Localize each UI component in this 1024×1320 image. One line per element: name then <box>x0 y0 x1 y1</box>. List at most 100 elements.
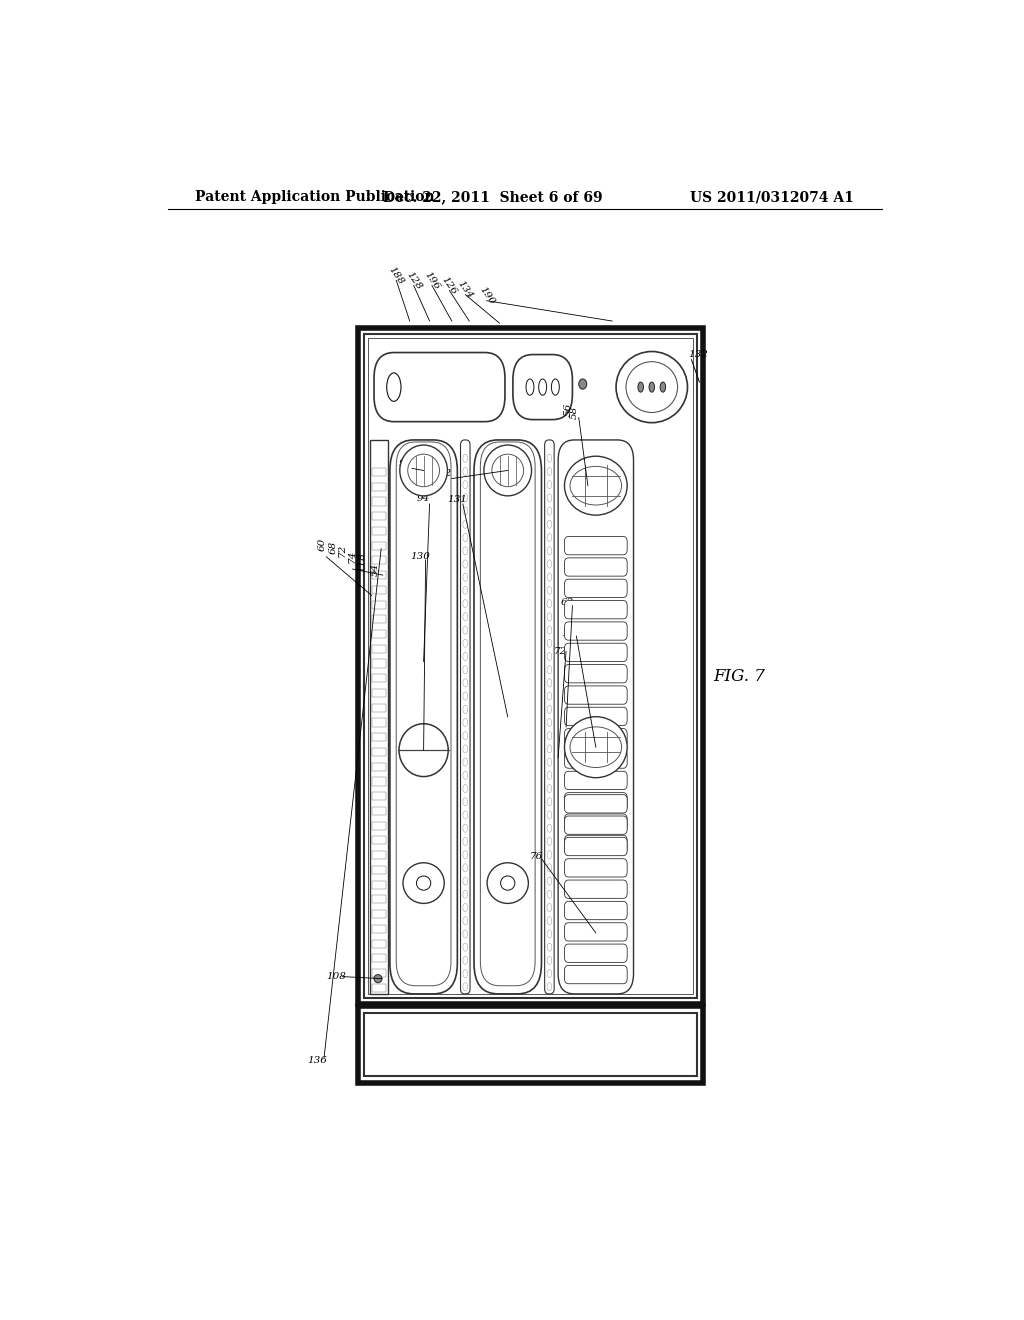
Ellipse shape <box>463 758 468 766</box>
Bar <box>372 925 386 933</box>
FancyBboxPatch shape <box>564 814 627 833</box>
Bar <box>372 807 386 814</box>
Text: 62: 62 <box>560 598 573 607</box>
Ellipse shape <box>547 533 552 541</box>
Ellipse shape <box>547 718 552 726</box>
Bar <box>372 615 386 623</box>
FancyBboxPatch shape <box>564 902 627 920</box>
Ellipse shape <box>547 876 552 886</box>
Ellipse shape <box>547 942 552 952</box>
Bar <box>372 821 386 830</box>
Ellipse shape <box>463 652 468 660</box>
Ellipse shape <box>463 467 468 475</box>
FancyBboxPatch shape <box>564 601 627 619</box>
Ellipse shape <box>547 573 552 581</box>
FancyBboxPatch shape <box>513 355 572 420</box>
Text: 188: 188 <box>387 264 406 286</box>
Ellipse shape <box>463 744 468 752</box>
FancyBboxPatch shape <box>564 795 627 813</box>
Text: 131: 131 <box>447 495 467 504</box>
Ellipse shape <box>463 824 468 833</box>
Bar <box>372 777 386 785</box>
Ellipse shape <box>638 381 643 392</box>
Ellipse shape <box>551 379 559 395</box>
Ellipse shape <box>547 744 552 752</box>
Bar <box>372 880 386 888</box>
Ellipse shape <box>463 929 468 939</box>
Bar <box>372 689 386 697</box>
Text: 68: 68 <box>329 541 337 554</box>
Text: 56: 56 <box>564 403 573 416</box>
Text: 132: 132 <box>688 350 708 359</box>
Ellipse shape <box>463 876 468 886</box>
Ellipse shape <box>547 494 552 502</box>
Ellipse shape <box>547 652 552 660</box>
Ellipse shape <box>547 850 552 859</box>
Ellipse shape <box>501 876 515 890</box>
Text: 108: 108 <box>327 972 347 981</box>
Ellipse shape <box>463 665 468 673</box>
Ellipse shape <box>463 982 468 991</box>
FancyBboxPatch shape <box>564 729 627 747</box>
Ellipse shape <box>463 533 468 541</box>
Ellipse shape <box>463 573 468 581</box>
Ellipse shape <box>399 723 449 776</box>
Ellipse shape <box>547 890 552 899</box>
Ellipse shape <box>463 797 468 805</box>
Bar <box>365 1014 697 1076</box>
Bar <box>372 733 386 742</box>
Text: 58: 58 <box>569 405 579 420</box>
Ellipse shape <box>547 731 552 739</box>
Bar <box>372 644 386 653</box>
Ellipse shape <box>547 916 552 925</box>
Bar <box>372 483 386 491</box>
Bar <box>372 718 386 726</box>
Ellipse shape <box>547 797 552 805</box>
Ellipse shape <box>616 351 687 422</box>
FancyBboxPatch shape <box>396 442 451 986</box>
Text: 92: 92 <box>399 459 413 467</box>
Text: 92: 92 <box>439 469 452 478</box>
Ellipse shape <box>547 810 552 818</box>
Ellipse shape <box>570 727 622 767</box>
Ellipse shape <box>374 974 382 982</box>
FancyBboxPatch shape <box>461 440 470 994</box>
Ellipse shape <box>463 916 468 925</box>
FancyBboxPatch shape <box>564 923 627 941</box>
FancyBboxPatch shape <box>564 643 627 661</box>
Text: 196: 196 <box>423 269 441 292</box>
Text: US 2011/0312074 A1: US 2011/0312074 A1 <box>690 190 854 205</box>
Ellipse shape <box>547 586 552 594</box>
Bar <box>372 895 386 903</box>
Ellipse shape <box>547 863 552 873</box>
Text: Dec. 22, 2011  Sheet 6 of 69: Dec. 22, 2011 Sheet 6 of 69 <box>383 190 603 205</box>
Ellipse shape <box>463 507 468 515</box>
Ellipse shape <box>463 942 468 952</box>
Bar <box>372 556 386 565</box>
Ellipse shape <box>564 717 627 777</box>
Bar <box>372 792 386 800</box>
Ellipse shape <box>463 599 468 607</box>
Bar <box>372 866 386 874</box>
Bar <box>372 909 386 919</box>
Ellipse shape <box>408 454 439 487</box>
Ellipse shape <box>547 612 552 620</box>
Ellipse shape <box>463 520 468 528</box>
FancyBboxPatch shape <box>374 352 505 421</box>
FancyBboxPatch shape <box>564 944 627 962</box>
FancyBboxPatch shape <box>558 440 634 994</box>
Ellipse shape <box>579 379 587 389</box>
Text: 130: 130 <box>410 552 430 561</box>
Ellipse shape <box>463 586 468 594</box>
Bar <box>372 837 386 845</box>
Text: 60: 60 <box>317 539 327 552</box>
FancyBboxPatch shape <box>390 440 458 994</box>
Ellipse shape <box>547 969 552 978</box>
Ellipse shape <box>484 445 531 496</box>
Ellipse shape <box>547 784 552 792</box>
FancyBboxPatch shape <box>564 880 627 899</box>
Bar <box>372 527 386 535</box>
Ellipse shape <box>547 705 552 713</box>
Bar <box>372 630 386 638</box>
Ellipse shape <box>463 692 468 700</box>
